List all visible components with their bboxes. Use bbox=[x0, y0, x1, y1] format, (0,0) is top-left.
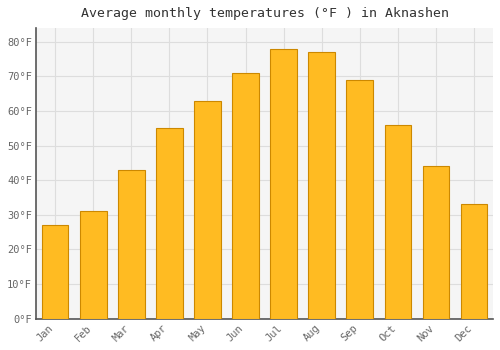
Bar bbox=[422, 166, 450, 318]
Bar bbox=[42, 225, 68, 318]
Bar bbox=[308, 52, 335, 318]
Bar bbox=[384, 125, 411, 318]
Title: Average monthly temperatures (°F ) in Aknashen: Average monthly temperatures (°F ) in Ak… bbox=[80, 7, 448, 20]
Bar bbox=[232, 73, 259, 318]
Bar bbox=[156, 128, 182, 318]
Bar bbox=[194, 101, 221, 319]
Bar bbox=[80, 211, 106, 318]
Bar bbox=[346, 80, 373, 318]
Bar bbox=[118, 170, 144, 318]
Bar bbox=[270, 49, 297, 318]
Bar bbox=[460, 204, 487, 318]
